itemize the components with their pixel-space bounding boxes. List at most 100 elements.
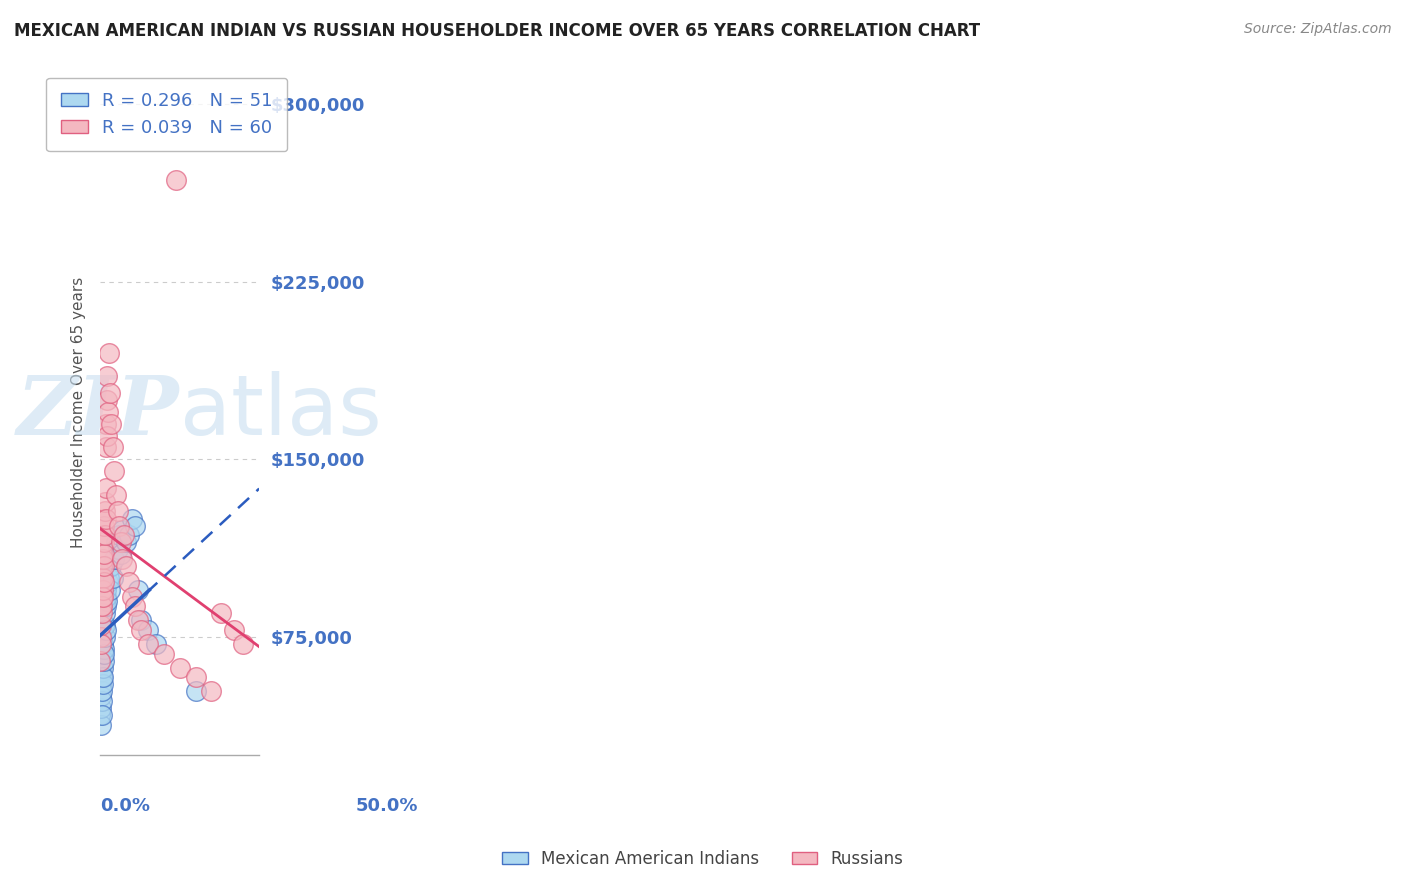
Point xyxy=(152,647,174,661)
Point xyxy=(121,590,143,604)
Text: 50.0%: 50.0% xyxy=(356,797,418,814)
Text: 0.0%: 0.0% xyxy=(100,797,150,814)
Point xyxy=(93,641,115,656)
Point xyxy=(91,582,114,597)
Point xyxy=(124,599,146,614)
Point xyxy=(131,623,153,637)
Point xyxy=(91,670,114,684)
Point xyxy=(114,558,136,573)
Point xyxy=(90,694,112,708)
Point xyxy=(90,606,112,620)
Point xyxy=(94,481,117,495)
Text: Source: ZipAtlas.com: Source: ZipAtlas.com xyxy=(1244,22,1392,37)
Point xyxy=(100,417,122,431)
Y-axis label: Householder Income Over 65 years: Householder Income Over 65 years xyxy=(72,277,86,548)
Point xyxy=(94,495,117,509)
Point xyxy=(98,582,121,597)
Point xyxy=(96,428,118,442)
Point xyxy=(110,547,132,561)
Point xyxy=(91,708,114,723)
Point xyxy=(90,637,112,651)
Point xyxy=(108,518,131,533)
Point xyxy=(90,582,112,597)
Point xyxy=(90,701,112,715)
Point xyxy=(94,504,117,518)
Point xyxy=(91,571,114,585)
Legend: R = 0.296   N = 51, R = 0.039   N = 60: R = 0.296 N = 51, R = 0.039 N = 60 xyxy=(46,78,287,152)
Point xyxy=(91,677,114,691)
Point xyxy=(200,684,222,698)
Point xyxy=(110,535,132,549)
Point xyxy=(90,654,112,668)
Point xyxy=(232,637,254,651)
Point xyxy=(93,575,115,590)
Point xyxy=(101,441,124,455)
Point xyxy=(90,677,112,691)
Point xyxy=(93,630,115,644)
Text: atlas: atlas xyxy=(180,371,381,452)
Point xyxy=(131,613,153,627)
Point xyxy=(93,654,115,668)
Point xyxy=(103,464,125,478)
Point xyxy=(136,623,159,637)
Point xyxy=(93,647,115,661)
Point xyxy=(94,618,117,632)
Point xyxy=(91,630,114,644)
Point xyxy=(93,618,115,632)
Point xyxy=(184,684,207,698)
Text: MEXICAN AMERICAN INDIAN VS RUSSIAN HOUSEHOLDER INCOME OVER 65 YEARS CORRELATION : MEXICAN AMERICAN INDIAN VS RUSSIAN HOUSE… xyxy=(14,22,980,40)
Point xyxy=(118,528,141,542)
Point xyxy=(96,393,118,408)
Point xyxy=(90,665,112,680)
Point xyxy=(96,441,118,455)
Point xyxy=(91,684,114,698)
Point xyxy=(91,528,114,542)
Point xyxy=(89,654,111,668)
Point xyxy=(90,599,112,614)
Point xyxy=(112,528,135,542)
Point xyxy=(91,599,114,614)
Point xyxy=(89,708,111,723)
Point xyxy=(136,637,159,651)
Point xyxy=(184,670,207,684)
Point xyxy=(93,535,115,549)
Point xyxy=(90,630,112,644)
Point xyxy=(90,618,112,632)
Point xyxy=(98,571,121,585)
Point xyxy=(94,606,117,620)
Point xyxy=(91,551,114,566)
Point xyxy=(96,417,118,431)
Point xyxy=(91,590,114,604)
Point xyxy=(108,528,131,542)
Point xyxy=(91,547,114,561)
Point xyxy=(127,582,149,597)
Point xyxy=(94,511,117,525)
Point xyxy=(91,661,114,675)
Point xyxy=(105,535,128,549)
Point xyxy=(107,504,129,518)
Point xyxy=(90,558,112,573)
Point xyxy=(101,571,124,585)
Point xyxy=(97,575,120,590)
Point xyxy=(100,558,122,573)
Point xyxy=(90,717,112,731)
Point xyxy=(111,524,134,538)
Point xyxy=(94,599,117,614)
Point xyxy=(105,488,128,502)
Point xyxy=(94,594,117,608)
Point xyxy=(94,623,117,637)
Point xyxy=(209,606,232,620)
Point xyxy=(107,542,129,557)
Point xyxy=(90,641,112,656)
Point xyxy=(118,575,141,590)
Point xyxy=(96,369,118,384)
Point xyxy=(91,647,114,661)
Point xyxy=(96,582,118,597)
Point xyxy=(90,689,112,703)
Point xyxy=(124,518,146,533)
Point xyxy=(96,594,118,608)
Point xyxy=(103,551,125,566)
Point xyxy=(90,571,112,585)
Point xyxy=(145,637,167,651)
Point xyxy=(127,613,149,627)
